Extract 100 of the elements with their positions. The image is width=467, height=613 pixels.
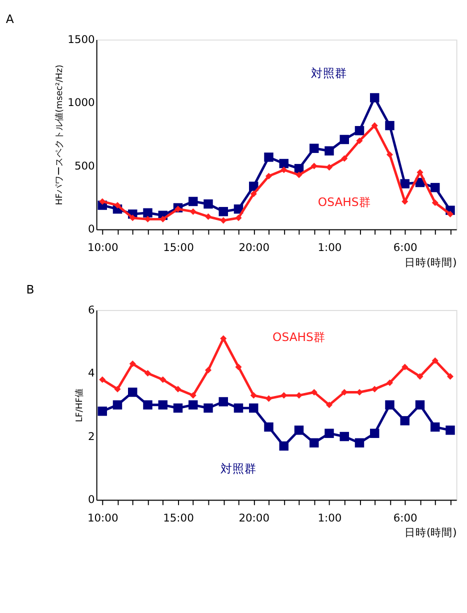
point <box>218 206 228 216</box>
point <box>114 202 121 209</box>
point <box>190 208 196 215</box>
y-axis-title: LF/HF値 <box>74 388 86 422</box>
point <box>324 146 334 156</box>
point <box>218 397 228 406</box>
point <box>204 199 213 209</box>
point <box>430 422 440 432</box>
point <box>400 179 410 188</box>
point <box>324 428 334 438</box>
y-tick-label: 2 <box>88 430 95 443</box>
point <box>190 392 196 399</box>
point <box>340 134 349 144</box>
point <box>296 172 302 178</box>
point <box>173 403 183 413</box>
point <box>128 388 138 397</box>
point <box>279 158 288 168</box>
point <box>174 386 182 392</box>
point <box>341 155 348 162</box>
point <box>430 182 440 192</box>
point <box>249 403 258 413</box>
x-tick-label: 20:00 <box>238 512 270 525</box>
point <box>386 380 394 386</box>
point <box>99 376 106 383</box>
point <box>446 210 454 218</box>
x-tick-label: 15:00 <box>163 241 194 254</box>
point <box>264 152 274 162</box>
point <box>129 360 136 368</box>
point <box>371 386 378 392</box>
point <box>310 438 319 448</box>
point <box>129 214 136 222</box>
point <box>310 144 319 153</box>
point <box>340 432 349 442</box>
point <box>294 426 304 435</box>
y-tick-label: 1500 <box>68 32 96 46</box>
point <box>265 395 272 402</box>
point <box>265 172 272 180</box>
x-tick-label: 1:00 <box>318 512 342 525</box>
point <box>310 162 318 170</box>
y-axis-title: HFパワースペクトル値(msec²/Hz) <box>54 64 65 206</box>
point <box>112 400 122 410</box>
point <box>416 373 424 380</box>
point <box>370 428 380 438</box>
point <box>371 122 378 129</box>
point <box>99 198 106 205</box>
y-tick-label: 4 <box>88 366 96 380</box>
y-tick-label: 6 <box>88 303 96 316</box>
point <box>280 392 288 399</box>
x-tick-label: 15:00 <box>163 512 194 525</box>
point <box>235 364 242 370</box>
point <box>415 400 425 410</box>
point <box>98 406 107 416</box>
point <box>386 151 394 158</box>
x-tick-label: 6:00 <box>393 512 418 525</box>
point <box>204 403 213 413</box>
x-tick-label: 20:00 <box>238 241 270 254</box>
point <box>416 169 424 176</box>
point <box>220 217 227 224</box>
point <box>204 366 212 374</box>
point <box>160 376 166 383</box>
x-tick-label: 10:00 <box>87 512 118 525</box>
point <box>326 402 333 408</box>
y-tick-label: 500 <box>74 159 96 172</box>
x-tick-label: 10:00 <box>87 241 118 254</box>
x-tick-label: 6:00 <box>393 241 418 254</box>
point <box>326 164 333 171</box>
point <box>354 126 364 136</box>
point <box>279 441 288 451</box>
point <box>446 426 455 435</box>
point <box>432 199 438 206</box>
point <box>250 190 257 198</box>
y-tick-label: 0 <box>88 493 96 506</box>
point <box>402 364 408 370</box>
point <box>356 137 363 144</box>
point <box>144 370 152 377</box>
point <box>188 196 198 206</box>
point <box>234 403 244 413</box>
point <box>250 392 257 399</box>
point <box>143 208 152 218</box>
point <box>160 216 166 222</box>
point <box>400 416 410 426</box>
point <box>204 213 212 220</box>
point <box>220 335 227 342</box>
text: 対照群 <box>220 461 256 476</box>
point <box>280 166 288 174</box>
point <box>235 214 242 222</box>
point <box>432 357 438 364</box>
point <box>385 120 394 130</box>
point <box>310 388 318 396</box>
y-tick-label: 1000 <box>68 96 96 110</box>
x-tick-label: 1:00 <box>318 241 342 254</box>
point <box>174 206 182 212</box>
text: 対照群 <box>311 66 348 80</box>
point <box>158 400 168 410</box>
point <box>264 422 274 432</box>
text: OSAHS群 <box>272 330 326 344</box>
x-axis-title: 日時(時間) <box>404 256 457 269</box>
point <box>188 400 198 410</box>
chart-title: A <box>6 12 14 26</box>
point <box>354 438 364 448</box>
